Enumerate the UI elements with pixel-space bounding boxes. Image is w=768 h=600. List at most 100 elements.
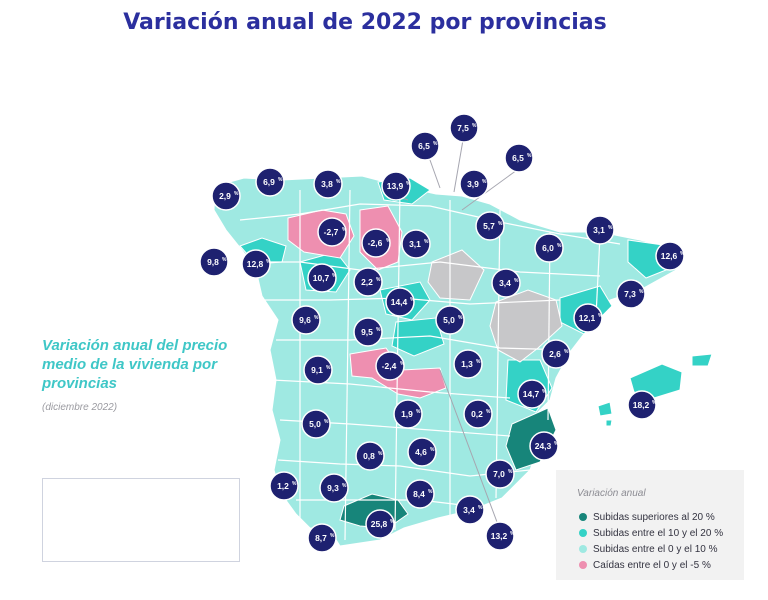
canary-islands-inset bbox=[42, 478, 240, 562]
percent-sign: % bbox=[324, 419, 329, 425]
bubble-value: 1,3 bbox=[461, 359, 473, 369]
bubble-value: 6,5 bbox=[512, 153, 524, 163]
value-bubble-burgos: -2,6% bbox=[361, 228, 391, 258]
value-bubble-almeria: 3,4% bbox=[455, 495, 485, 525]
island-mallorca bbox=[629, 363, 683, 399]
legend-item-0-10: Subidas entre el 0 y el 10 % bbox=[579, 544, 718, 555]
percent-sign: % bbox=[557, 243, 562, 249]
bubble-circle bbox=[401, 229, 431, 259]
legend-item-gt20: Subidas superiores al 20 % bbox=[579, 512, 715, 523]
percent-sign: % bbox=[406, 181, 411, 187]
value-bubble-albacete: 0,2% bbox=[463, 399, 493, 429]
map-title: Variación anual de 2022 por provincias bbox=[123, 10, 607, 35]
bubble-circle bbox=[405, 479, 435, 509]
bubble-value: -2,6 bbox=[368, 238, 383, 248]
bubble-circle bbox=[475, 211, 505, 241]
bubble-circle bbox=[455, 495, 485, 525]
bubble-value: 1,9 bbox=[401, 409, 413, 419]
value-bubble-baleares: 18,2% bbox=[627, 390, 657, 420]
bubble-value: 18,2 bbox=[633, 400, 650, 410]
percent-sign: % bbox=[498, 221, 503, 227]
bubble-circle bbox=[303, 355, 333, 385]
bubble-value: 13,2 bbox=[491, 531, 508, 541]
legend-swatch bbox=[579, 529, 587, 537]
bubble-value: 7,5 bbox=[457, 123, 469, 133]
bubble-value: 3,4 bbox=[463, 505, 475, 515]
bubble-circle bbox=[459, 169, 489, 199]
bubble-circle bbox=[585, 215, 615, 245]
bubble-circle bbox=[355, 441, 385, 471]
percent-sign: % bbox=[508, 469, 513, 475]
percent-sign: % bbox=[376, 277, 381, 283]
percent-sign: % bbox=[266, 259, 271, 265]
value-bubble-jaen: 4,6% bbox=[407, 437, 437, 467]
value-bubble-cuenca: 1,3% bbox=[453, 349, 483, 379]
legend-item-negative: Caídas entre el 0 y el -5 % bbox=[579, 560, 711, 571]
legend: Variación anual Subidas superiores al 20… bbox=[556, 470, 744, 580]
bubble-value: 12,8 bbox=[247, 259, 264, 269]
bubble-circle bbox=[353, 317, 383, 347]
bubble-value: 5,0 bbox=[443, 315, 455, 325]
percent-sign: % bbox=[486, 409, 491, 415]
bubble-circle bbox=[241, 249, 271, 279]
legend-title: Variación anual bbox=[577, 488, 646, 499]
value-bubble-malaga: 25,8% bbox=[365, 509, 395, 539]
value-bubble-lleida: 6,0% bbox=[534, 233, 564, 263]
percent-sign: % bbox=[564, 349, 569, 355]
bubble-value: 2,9 bbox=[219, 191, 231, 201]
bubble-circle bbox=[301, 409, 331, 439]
bubble-circle bbox=[627, 390, 657, 420]
value-bubble-castellon: 2,6% bbox=[541, 339, 571, 369]
percent-sign: % bbox=[376, 327, 381, 333]
bubble-value: 9,8 bbox=[207, 257, 219, 267]
percent-sign: % bbox=[542, 389, 547, 395]
island-formentera bbox=[605, 419, 613, 427]
island-menorca bbox=[691, 353, 713, 367]
map-subtitle: Variación anual del precio medio de la v… bbox=[42, 337, 228, 392]
percent-sign: % bbox=[598, 313, 603, 319]
percent-sign: % bbox=[554, 441, 559, 447]
bubble-value: 3,1 bbox=[593, 225, 605, 235]
value-bubbles: 2,9 %6,9% 3,8% 13,9 %6,5 %7,5 %3,9 %6,5 %9,8% 12,… bbox=[83, 113, 685, 553]
bubble-value: 13,9 bbox=[387, 181, 404, 191]
bubble-circle bbox=[463, 399, 493, 429]
bubble-value: 25,8 bbox=[371, 519, 388, 529]
bubble-value: 9,3 bbox=[327, 483, 339, 493]
value-bubble-valencia: 14,7% bbox=[517, 379, 547, 409]
percent-sign: % bbox=[278, 177, 283, 183]
value-bubble-valladolid: 14,4% bbox=[385, 287, 415, 317]
legend-swatch bbox=[579, 513, 587, 521]
bubble-circle bbox=[255, 167, 285, 197]
bubble-circle bbox=[453, 349, 483, 379]
bubble-value: 7,0 bbox=[493, 469, 505, 479]
percent-sign: % bbox=[476, 359, 481, 365]
bubble-circle bbox=[517, 379, 547, 409]
bubble-value: 12,6 bbox=[661, 251, 678, 261]
bubble-value: 5,0 bbox=[309, 419, 321, 429]
value-bubble-girona-coast: 12,6% bbox=[655, 241, 685, 271]
bubble-value: 6,9 bbox=[263, 177, 275, 187]
bubble-circle bbox=[381, 171, 411, 201]
bubble-circle bbox=[393, 399, 423, 429]
percent-sign: % bbox=[639, 289, 644, 295]
bubble-circle bbox=[435, 305, 465, 335]
bubble-circle bbox=[485, 521, 515, 551]
value-bubble-palencia: 2,2% bbox=[353, 267, 383, 297]
value-bubble-murcia: 7,0% bbox=[485, 459, 515, 489]
bubble-value: -2,7 bbox=[324, 227, 339, 237]
percent-sign: % bbox=[482, 179, 487, 185]
bubble-circle bbox=[449, 113, 479, 143]
value-bubble-tarragona: 12,1% bbox=[573, 303, 603, 333]
percent-sign: % bbox=[433, 141, 438, 147]
bubble-value: 3,4 bbox=[499, 278, 511, 288]
percent-sign: % bbox=[430, 447, 435, 453]
bubble-circle bbox=[534, 233, 564, 263]
percent-sign: % bbox=[292, 481, 297, 487]
bubble-value: 6,0 bbox=[542, 243, 554, 253]
legend-label: Subidas entre el 0 y el 10 % bbox=[593, 544, 718, 555]
bubble-circle bbox=[385, 287, 415, 317]
bubble-circle bbox=[616, 279, 646, 309]
percent-sign: % bbox=[458, 315, 463, 321]
legend-swatch bbox=[579, 561, 587, 569]
legend-label: Caídas entre el 0 y el -5 % bbox=[593, 560, 711, 571]
